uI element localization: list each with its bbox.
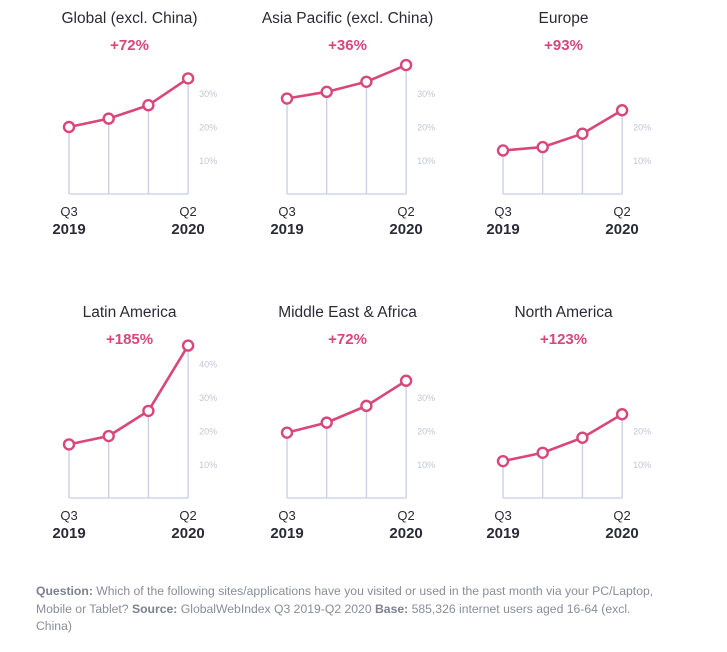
chart-4-ytick-40: 40% <box>199 360 217 370</box>
chart-3-x-end-year: 2020 <box>605 221 638 238</box>
chart-6-ytick-10: 10% <box>633 460 651 470</box>
chart-5-x-start-quarter: Q3 <box>278 508 295 523</box>
question-label: Question: <box>36 584 93 598</box>
chart-2-x-end-year: 2020 <box>389 221 422 238</box>
chart-1-ytick-30: 30% <box>199 89 217 99</box>
chart-5-point-2 <box>320 416 333 429</box>
chart-6-x-end-year: 2020 <box>605 525 638 542</box>
chart-6-x-start-quarter: Q3 <box>494 508 511 523</box>
chart-2-ytick-10: 10% <box>417 156 435 166</box>
chart-1-title: Global (excl. China) <box>61 10 197 27</box>
chart-3-point-3 <box>576 127 589 140</box>
chart-3-series-line <box>502 109 623 152</box>
chart-4-ytick-20: 20% <box>199 427 217 437</box>
chart-1-ytick-20: 20% <box>199 123 217 133</box>
chart-6-x-end-quarter: Q2 <box>613 508 630 523</box>
chart-1-series-line <box>68 77 189 129</box>
chart-6-point-2 <box>536 446 549 459</box>
chart-1-x-start-year: 2019 <box>52 221 85 238</box>
chart-2-point-2 <box>320 85 333 99</box>
chart-2-series-line <box>286 63 407 100</box>
chart-4-ytick-10: 10% <box>199 460 217 470</box>
chart-1-x-end-quarter: Q2 <box>179 204 196 219</box>
chart-1-point-1 <box>62 120 76 134</box>
chart-5-x-end-quarter: Q2 <box>397 508 414 523</box>
chart-2-ytick-30: 30% <box>417 89 435 99</box>
chart-2-point-1 <box>280 92 294 105</box>
chart-1-change: +72% <box>110 37 149 54</box>
chart-2-ytick-20: 20% <box>417 123 435 133</box>
chart-4-change: +185% <box>106 331 153 348</box>
chart-6-series-line <box>502 413 623 463</box>
chart-5-title: Middle East & Africa <box>278 304 417 321</box>
chart-4-point-1 <box>62 438 76 451</box>
chart-3-title: Europe <box>539 10 589 27</box>
source-text: GlobalWebIndex Q3 2019-Q2 2020 <box>177 601 375 616</box>
question-text: Which of the following sites/application… <box>36 584 654 616</box>
chart-4-ytick-30: 30% <box>199 393 217 403</box>
chart-2-point-4 <box>399 58 413 72</box>
chart-2-x-start-year: 2019 <box>270 221 303 238</box>
chart-5-change: +72% <box>328 331 367 348</box>
chart-1-point-4 <box>181 72 195 85</box>
chart-4-point-3 <box>142 404 155 418</box>
chart-6-x-start-year: 2019 <box>486 525 519 542</box>
chart-4-x-start-year: 2019 <box>52 525 85 542</box>
chart-2-x-end-quarter: Q2 <box>397 204 414 219</box>
chart-3-point-4 <box>615 104 629 117</box>
chart-4-x-end-year: 2020 <box>171 525 204 542</box>
chart-2-x-start-quarter: Q3 <box>278 204 295 219</box>
chart-5-ytick-20: 20% <box>417 427 435 437</box>
footnote: Question: Which of the following sites/a… <box>36 583 666 636</box>
source-label: Source: <box>131 601 178 616</box>
chart-5-series-line <box>286 379 407 434</box>
base-text: 585,326 internet users aged 16-64 (excl.… <box>36 601 631 634</box>
chart-3-x-start-year: 2019 <box>486 221 519 238</box>
chart-1-x-end-year: 2020 <box>171 221 204 238</box>
chart-2-point-3 <box>360 75 373 88</box>
chart-1-x-start-quarter: Q3 <box>60 204 77 219</box>
chart-4-series-line <box>68 344 190 446</box>
chart-6-title: North America <box>514 304 613 321</box>
chart-2-change: +36% <box>328 37 367 54</box>
chart-4-x-end-quarter: Q2 <box>179 508 196 523</box>
chart-6-change: +123% <box>540 331 587 348</box>
chart-5-x-end-year: 2020 <box>389 525 422 542</box>
chart-5-ytick-10: 10% <box>417 460 435 470</box>
chart-1-point-2 <box>102 112 115 125</box>
chart-3-change: +93% <box>544 37 583 54</box>
chart-4-point-2 <box>102 429 115 443</box>
chart-4-x-start-quarter: Q3 <box>60 508 77 523</box>
chart-3-point-1 <box>496 144 510 157</box>
chart-5-point-4 <box>399 374 413 387</box>
chart-4-title: Latin America <box>83 304 177 321</box>
chart-3-x-start-quarter: Q3 <box>494 204 511 219</box>
chart-1-ytick-10: 10% <box>199 156 217 166</box>
chart-6-ytick-20: 20% <box>633 427 651 437</box>
chart-6-point-4 <box>615 408 629 421</box>
chart-6-point-3 <box>576 431 589 444</box>
chart-2-title: Asia Pacific (excl. China) <box>262 10 433 27</box>
chart-5-point-3 <box>360 399 373 413</box>
base-label: Base: <box>375 601 409 616</box>
chart-5-point-1 <box>280 426 294 439</box>
small-multiples-charts: Global (excl. China) +72% 10% 20% 30% Q3 2019 Q… <box>52 10 651 542</box>
chart-3-x-end-quarter: Q2 <box>613 204 630 219</box>
chart-3-point-2 <box>536 140 549 154</box>
chart-3-ytick-20: 20% <box>633 123 651 133</box>
chart-4-point-4 <box>181 339 195 352</box>
chart-3-ytick-10: 10% <box>633 156 651 166</box>
chart-6-point-1 <box>496 454 510 468</box>
chart-5-x-start-year: 2019 <box>270 525 303 542</box>
chart-5-ytick-30: 30% <box>417 393 435 403</box>
chart-1-point-3 <box>142 99 155 112</box>
